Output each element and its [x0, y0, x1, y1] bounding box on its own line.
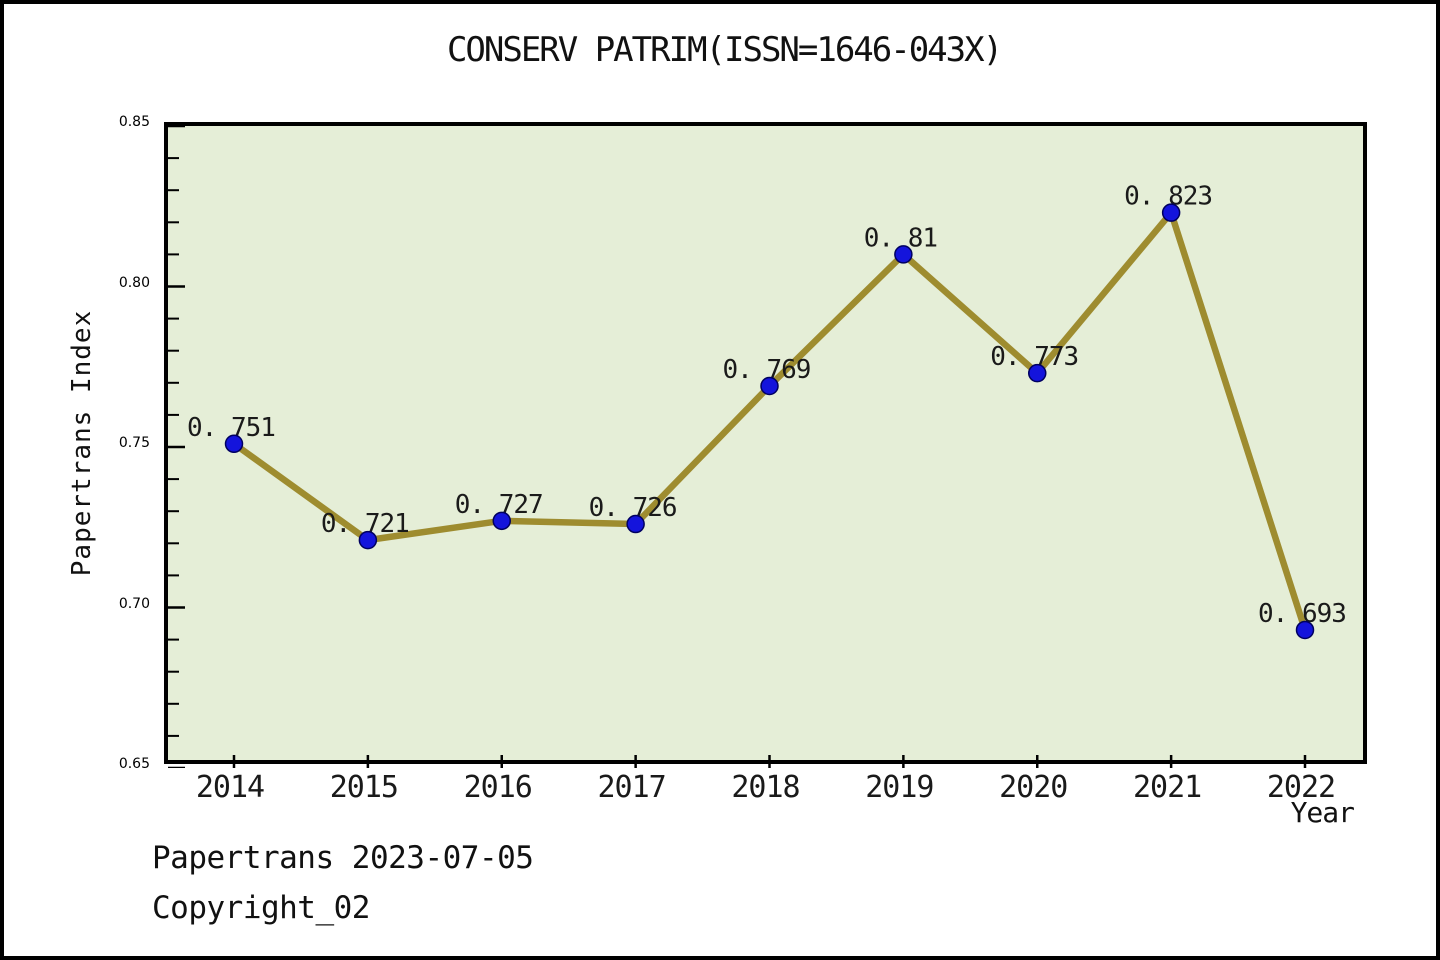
- data-point: [1161, 203, 1181, 222]
- x-tick-label: 2016: [463, 770, 533, 805]
- footer-copyright: Copyright_02: [152, 890, 370, 926]
- x-tick-label: 2021: [1133, 770, 1202, 805]
- data-point: [760, 376, 779, 396]
- x-tick-label: 2017: [597, 770, 667, 805]
- data-point: [626, 514, 645, 534]
- x-tick-label: 2019: [865, 770, 934, 805]
- footer-date: Papertrans 2023-07-05: [152, 840, 534, 876]
- data-point: [224, 434, 244, 454]
- y-tick-label: 0.70: [118, 595, 150, 612]
- chart-title: CONSERV PATRIM(ISSN=1646-043X): [446, 30, 1003, 70]
- x-tick-label: 2020: [999, 770, 1068, 805]
- data-point: [894, 245, 913, 264]
- x-tick-label: 2018: [731, 770, 800, 805]
- data-point: [1295, 620, 1315, 640]
- y-tick-label: 0.75: [118, 435, 150, 451]
- data-point: [358, 530, 378, 550]
- x-tick-label: 2015: [329, 770, 399, 805]
- x-tick-label: 2022: [1266, 770, 1336, 805]
- x-axis-title: Year: [1290, 796, 1355, 829]
- y-tick-label: 0.80: [118, 274, 150, 291]
- plot-area: 0. 751 0. 721 0. 727 0. 726 0. 769 0. 81 0. 77…: [164, 122, 1367, 768]
- x-tick-label: 2014: [195, 770, 265, 805]
- data-point: [492, 511, 511, 531]
- data-point: [1028, 363, 1047, 383]
- y-tick-label: 0.85: [118, 114, 150, 130]
- data-line: [230, 209, 1309, 634]
- y-tick-label: 0.65: [118, 756, 150, 772]
